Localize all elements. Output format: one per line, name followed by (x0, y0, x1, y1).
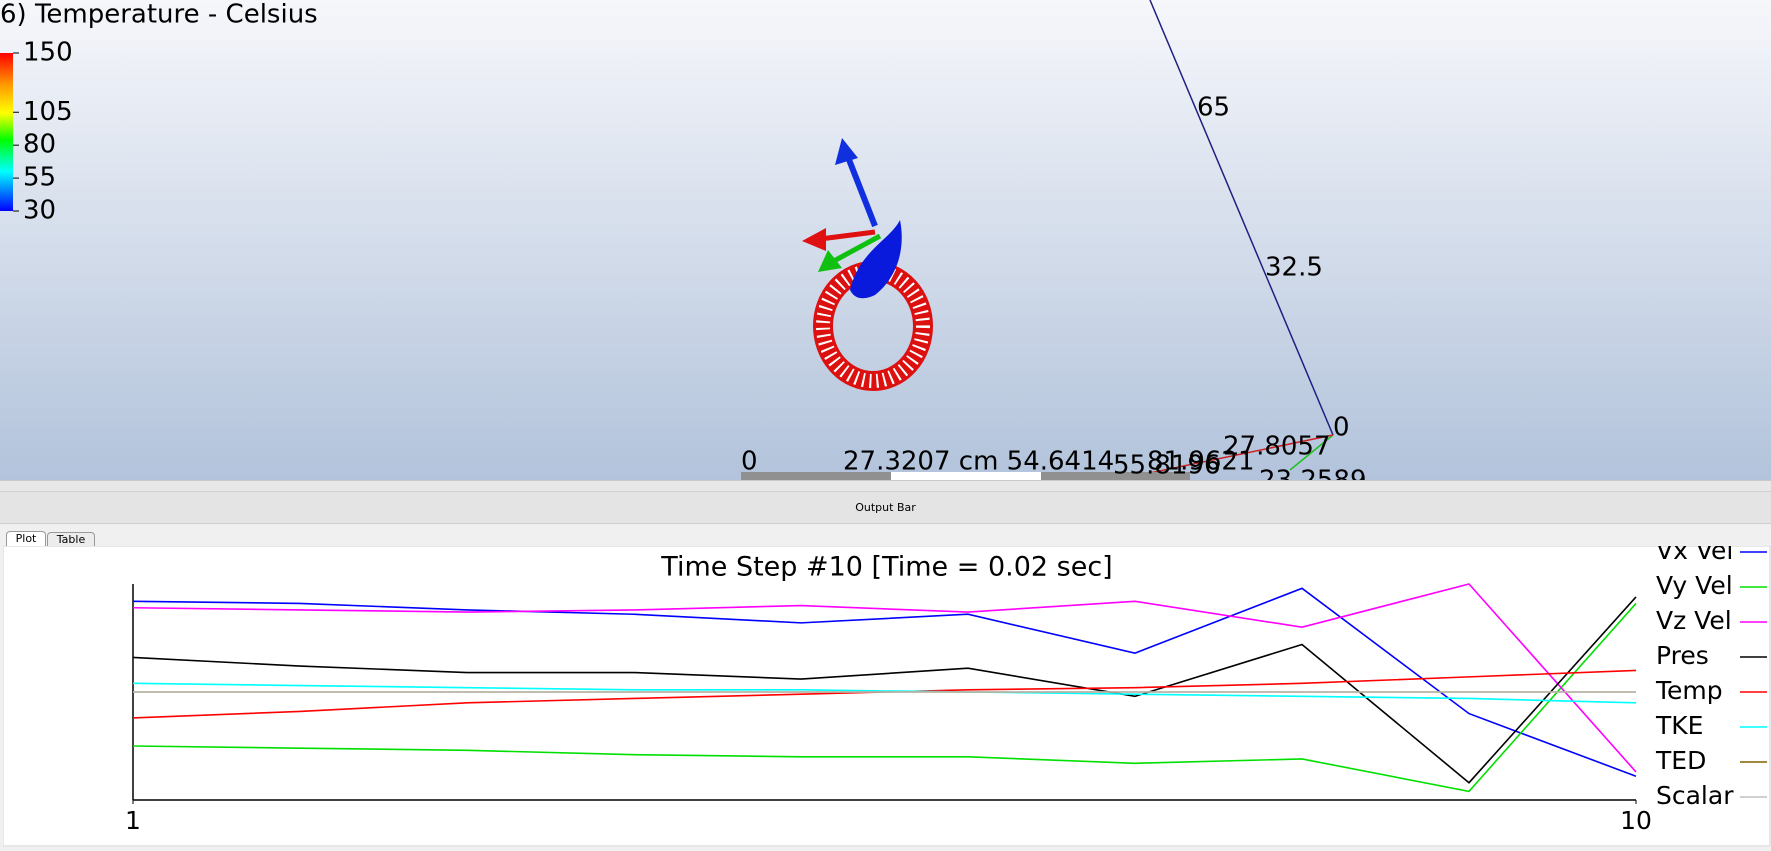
series-line (132, 587, 1637, 777)
legend-label: TED (1655, 746, 1706, 775)
series-line (132, 682, 1637, 704)
legend-title: 6) Temperature - Celsius (0, 0, 318, 30)
tab[interactable]: Plot (6, 531, 46, 546)
scale-label: 23.2589 (1259, 466, 1367, 481)
legend-label: 105 (23, 97, 73, 127)
axis-label: 32.5 (1265, 253, 1323, 283)
series-line (132, 596, 1637, 784)
axis-line (1149, 0, 1334, 436)
legend-label: Vx Vel (1656, 546, 1733, 565)
scale-bar (891, 472, 1041, 480)
x-tick-label: 1 (125, 806, 141, 835)
legend-label: 55 (23, 163, 56, 193)
legend-label: TKE (1655, 711, 1703, 740)
viewport: 6) Temperature - Celsius 65 32.5 0 0 27.… (0, 0, 1771, 480)
scale-label: 55.8196 (1113, 451, 1221, 481)
scale-label: 27.3207 cm 54.6414 (843, 447, 1114, 477)
axis-line (1289, 434, 1334, 471)
axis-label: 0 (1333, 413, 1350, 443)
series-line (132, 602, 1637, 793)
scale-bar (1041, 472, 1190, 480)
splitter (0, 480, 1771, 492)
scale-label: 81.9621 (1147, 447, 1255, 477)
legend-label: 150 (23, 38, 73, 68)
legend-label: 30 (23, 196, 56, 226)
tab[interactable]: Table (47, 532, 95, 546)
scale-bar (741, 472, 891, 480)
legend-label: 80 (23, 130, 56, 160)
x-tick-label: 10 (1620, 806, 1652, 835)
legend-label: Scalar (1656, 781, 1734, 810)
scale-label: 0 (741, 447, 758, 477)
scale-label: 27.8057 (1223, 432, 1331, 462)
plot-title: Time Step #10 [Time = 0.02 sec] (660, 552, 1112, 583)
color-bar (0, 53, 13, 211)
series-line (132, 583, 1637, 773)
legend-label: Vy Vel (1656, 571, 1733, 600)
plot-border (3, 546, 1771, 847)
output-bar-title: Output Bar (0, 491, 1771, 524)
model (802, 138, 933, 391)
axis-line (1139, 434, 1334, 476)
plot-panel: Time Step #10 [Time = 0.02 sec] 1 10 Vx Ve… (3, 546, 1771, 847)
legend-label: Vz Vel (1656, 606, 1732, 635)
legend-label: Pres (1656, 641, 1709, 670)
axis-label: 65 (1197, 93, 1230, 123)
legend-label: Temp (1655, 676, 1723, 705)
